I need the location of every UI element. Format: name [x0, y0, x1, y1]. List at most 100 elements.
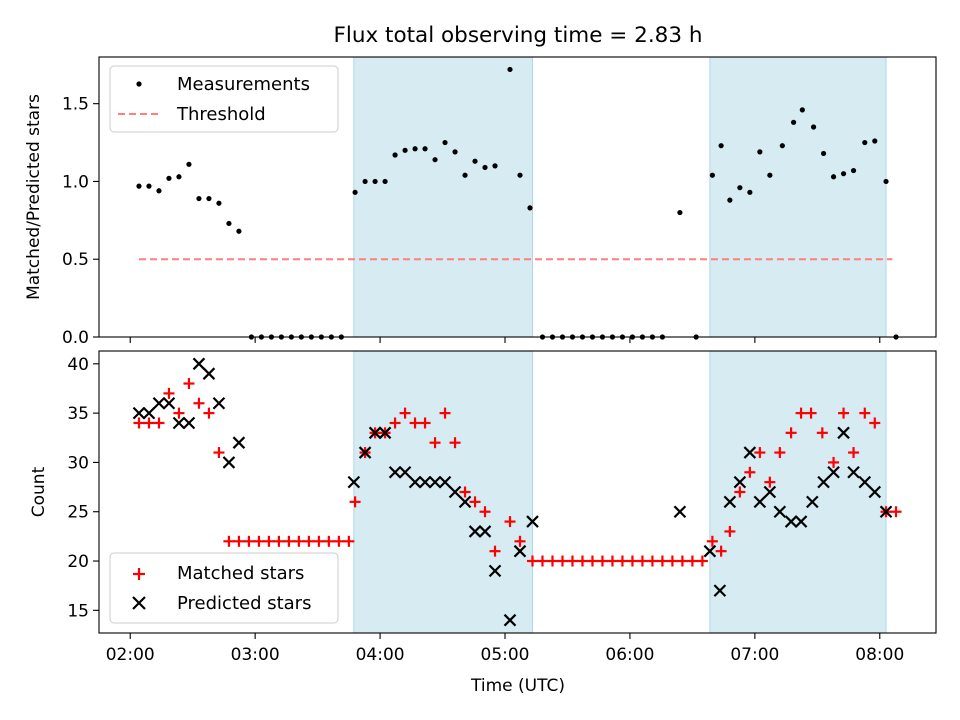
predicted-star-stroke-b — [847, 466, 860, 479]
matched-star-point — [805, 407, 817, 419]
matched-star-point — [419, 417, 431, 429]
bottom-y-ticks: 15 20 25 30 35 40 — [67, 355, 99, 621]
predicted-star-point — [806, 495, 819, 509]
bottom-ytick-label: 25 — [67, 503, 89, 523]
matched-star-point — [193, 397, 205, 409]
matched-star-point — [785, 427, 797, 439]
matched-star-point — [744, 466, 756, 478]
matched-star-point — [349, 496, 361, 508]
predicted-star-stroke-b — [132, 406, 146, 420]
measurement-point — [507, 66, 513, 73]
measurement-point — [517, 172, 523, 178]
predicted-star-stroke-b — [753, 495, 767, 509]
predicted-star-point — [478, 525, 492, 538]
measurement-point — [737, 185, 743, 191]
top-y-ticks: 0.0 0.5 1.0 1.5 — [62, 95, 99, 348]
predicted-star-point — [488, 564, 502, 578]
bottom-xtick-label: 05:00 — [481, 645, 530, 665]
matched-star-point — [656, 555, 668, 567]
measurement-point — [840, 171, 847, 177]
top-ytick-label: 0.5 — [62, 250, 89, 270]
matched-star-point — [536, 555, 548, 567]
measurement-point — [226, 220, 232, 227]
measurement-point — [362, 178, 368, 185]
predicted-star-point — [438, 475, 452, 489]
bottom-legend: Matched stars Predicted stars — [109, 552, 339, 624]
matched-star-point — [303, 535, 315, 547]
measurement-point — [527, 205, 533, 211]
predicted-star-stroke-b — [358, 446, 372, 459]
top-x-ticks — [129, 337, 881, 343]
bottom-xtick-label: 02:00 — [106, 645, 155, 665]
predicted-star-point — [733, 475, 747, 489]
bottom-xtick-label: 06:00 — [605, 645, 654, 665]
matched-star-point — [243, 535, 255, 547]
predicted-star-point — [192, 357, 206, 371]
top-ytick-label: 0.0 — [62, 328, 89, 348]
matched-star-point — [734, 486, 746, 498]
predicted-star-point — [837, 426, 850, 440]
predicted-star-point — [868, 485, 882, 499]
predicted-star-stroke-b — [438, 475, 452, 489]
measurement-point — [206, 195, 212, 202]
predicted-star-stroke-b — [784, 515, 798, 528]
matched-star-point — [546, 555, 558, 567]
predicted-star-point — [172, 416, 186, 430]
bottom-xtick-label: 04:00 — [356, 645, 405, 665]
matched-star-point — [399, 407, 411, 419]
predicted-star-point — [784, 515, 798, 528]
matched-star-point — [343, 535, 355, 547]
matched-star-point — [774, 447, 786, 459]
matched-star-point — [696, 555, 708, 567]
predicted-star-point — [388, 466, 402, 479]
predicted-star-point — [408, 475, 422, 489]
matched-star-point — [153, 417, 165, 429]
matched-star-point — [203, 407, 215, 419]
matched-star-point — [409, 417, 421, 429]
predicted-star-stroke-b — [713, 584, 727, 597]
measurement-point — [709, 172, 715, 178]
measurement-point — [216, 200, 222, 206]
bottom-legend-box — [109, 552, 339, 624]
predicted-star-point — [858, 475, 872, 489]
matched-star-point — [213, 447, 225, 459]
matched-star-point — [576, 555, 588, 567]
matched-star-point — [459, 486, 471, 498]
predicted-star-stroke-b — [212, 396, 226, 410]
highlight-span — [353, 350, 533, 634]
measurement-point — [677, 209, 683, 216]
predicted-star-point — [222, 456, 236, 469]
matched-star-point — [848, 447, 860, 459]
predicted-star-point — [763, 485, 777, 499]
predicted-star-stroke-b — [448, 485, 462, 499]
matched-star-point — [795, 407, 807, 419]
matched-star-point — [556, 555, 568, 567]
matched-star-point — [133, 417, 145, 429]
predicted-star-point — [368, 426, 382, 440]
predicted-star-point — [212, 396, 226, 410]
predicted-star-point — [378, 426, 392, 440]
measurement-point — [747, 189, 753, 195]
matched-star-point — [890, 506, 902, 518]
predicted-star-stroke-b — [347, 475, 361, 489]
measurement-point — [790, 119, 797, 125]
measurement-point — [767, 172, 773, 178]
predicted-star-stroke-b — [428, 475, 442, 489]
bottom-xtick-label: 03:00 — [231, 645, 280, 665]
predicted-star-stroke-b — [703, 544, 717, 558]
predicted-star-stroke-b — [488, 564, 502, 578]
measurement-point — [779, 143, 785, 149]
matched-star-point — [514, 535, 526, 547]
matched-star-point — [489, 545, 501, 557]
matched-star-point — [253, 535, 265, 547]
predicted-star-point — [468, 525, 482, 538]
matched-star-point — [323, 535, 335, 547]
predicted-star-stroke-b — [378, 426, 392, 440]
measurement-point — [372, 178, 378, 185]
predicted-star-point — [513, 544, 527, 558]
predicted-star-stroke-b — [723, 495, 737, 509]
highlight-span — [353, 56, 533, 338]
measurement-point — [727, 197, 733, 203]
top-axes: 0.0 0.5 1.0 1.5 Matched/Predicted stars Mea… — [24, 56, 937, 348]
